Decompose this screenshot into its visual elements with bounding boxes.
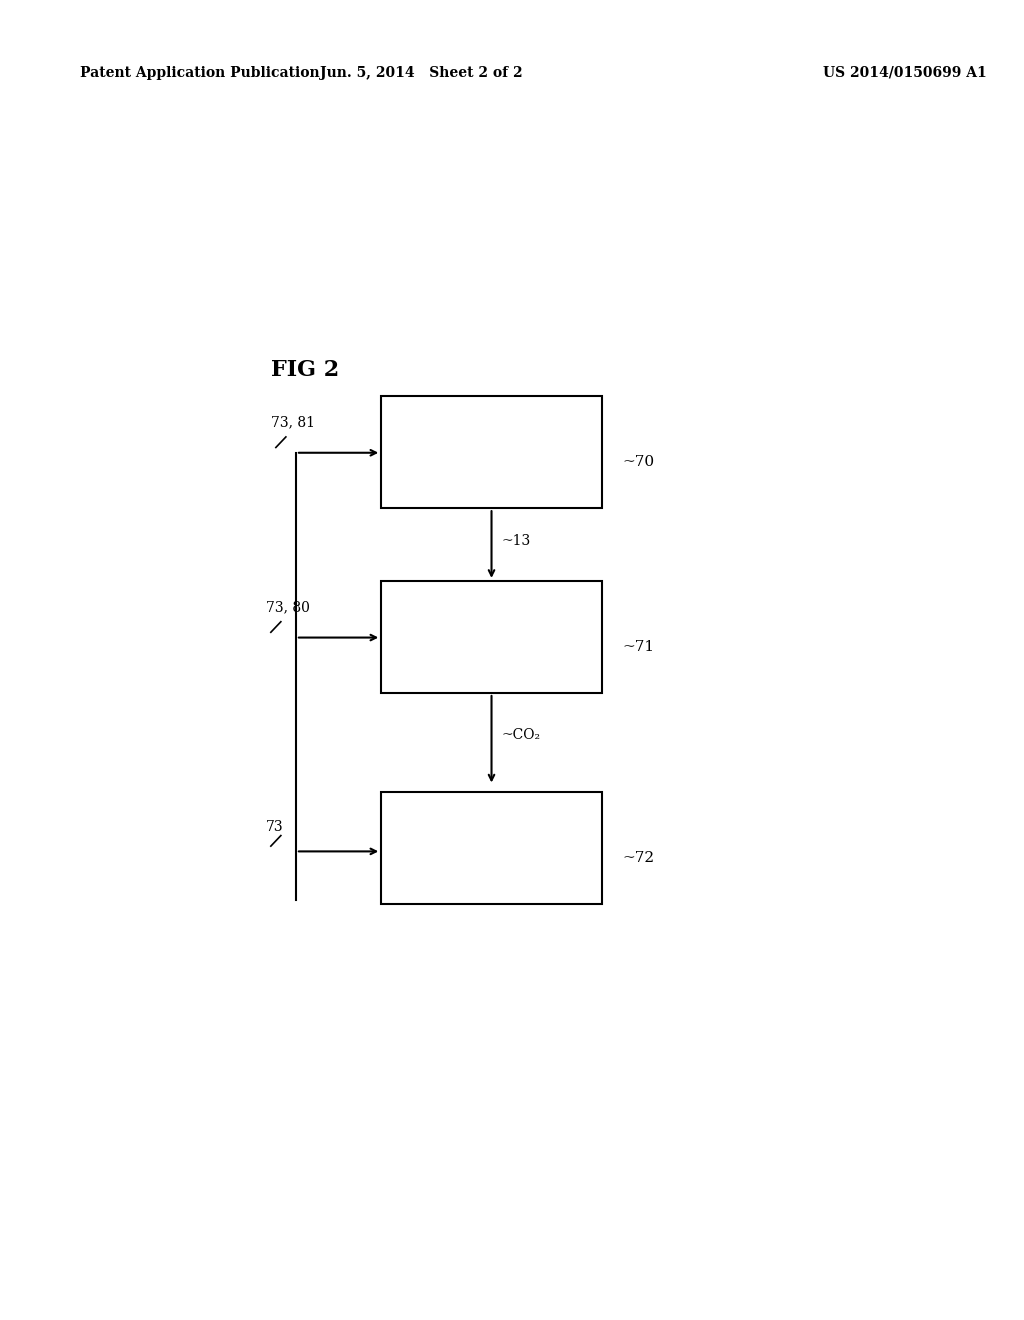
Text: 73, 80: 73, 80 (266, 599, 309, 614)
Text: Patent Application Publication: Patent Application Publication (80, 66, 319, 79)
FancyBboxPatch shape (381, 396, 602, 508)
Text: ~71: ~71 (622, 640, 654, 653)
Text: 73, 81: 73, 81 (270, 414, 314, 429)
Text: FIG 2: FIG 2 (270, 359, 339, 380)
Text: 73: 73 (266, 820, 284, 834)
FancyBboxPatch shape (381, 581, 602, 693)
Text: ~CO₂: ~CO₂ (502, 729, 541, 742)
Text: ~13: ~13 (502, 535, 530, 548)
Text: ~70: ~70 (622, 455, 654, 469)
Text: ~72: ~72 (622, 851, 654, 865)
Text: Jun. 5, 2014   Sheet 2 of 2: Jun. 5, 2014 Sheet 2 of 2 (319, 66, 522, 79)
FancyBboxPatch shape (381, 792, 602, 904)
Text: US 2014/0150699 A1: US 2014/0150699 A1 (822, 66, 986, 79)
